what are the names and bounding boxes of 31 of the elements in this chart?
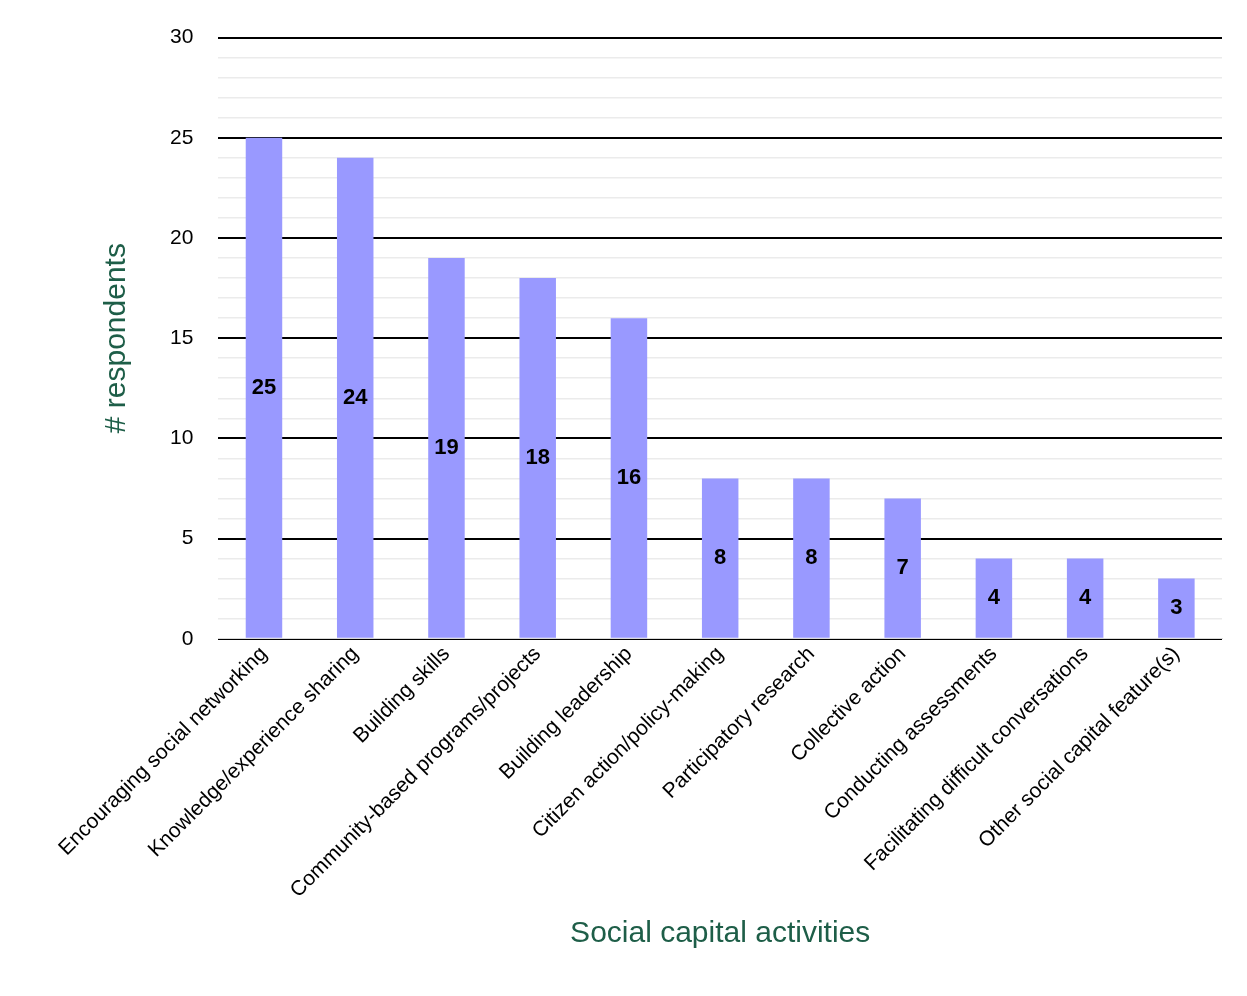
y-tick-label: 10 xyxy=(170,425,194,449)
y-tick-label: 15 xyxy=(170,324,194,348)
bar xyxy=(1158,578,1195,638)
data-label: 25 xyxy=(251,373,277,399)
data-label: 7 xyxy=(896,554,909,580)
y-tick-label: 0 xyxy=(181,625,194,649)
y-axis-title: # respondents xyxy=(98,243,132,434)
bar xyxy=(428,258,465,638)
y-tick-label: 25 xyxy=(170,124,194,148)
bar xyxy=(793,478,830,638)
y-tick-label: 30 xyxy=(170,24,194,48)
bar xyxy=(701,478,739,638)
data-label: 3 xyxy=(1170,594,1183,620)
y-tick-label: 20 xyxy=(170,224,194,248)
data-label: 16 xyxy=(616,463,642,489)
bar xyxy=(1066,558,1104,638)
data-label: 24 xyxy=(342,383,369,409)
bar xyxy=(975,558,1013,638)
bar xyxy=(245,137,283,638)
bar xyxy=(336,157,374,638)
data-label: 18 xyxy=(525,443,550,469)
data-label: 4 xyxy=(1079,584,1093,610)
data-label: 8 xyxy=(805,544,818,570)
data-label: 8 xyxy=(714,544,727,570)
bar xyxy=(610,318,648,638)
data-label: 4 xyxy=(987,584,1001,610)
bar xyxy=(519,278,556,638)
data-label: 19 xyxy=(434,433,459,459)
x-axis-title: Social capital activities xyxy=(570,915,871,949)
bar xyxy=(884,498,921,638)
y-tick-label: 5 xyxy=(181,525,194,549)
